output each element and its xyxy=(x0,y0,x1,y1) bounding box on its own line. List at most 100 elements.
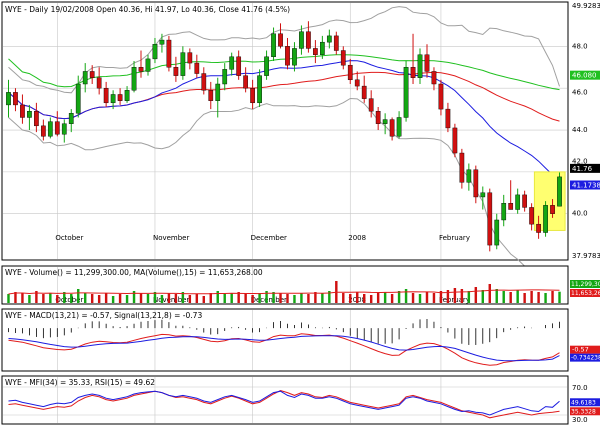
candle-up xyxy=(299,31,304,49)
candle-down xyxy=(473,169,479,198)
volume-x-tick-label: December xyxy=(251,296,287,304)
macd-signal-line xyxy=(8,335,560,362)
rsi-y-tick-label: 30.0 xyxy=(572,416,588,424)
candle-down xyxy=(41,125,46,137)
candle-down xyxy=(20,104,25,118)
macd-panel: WYE - MACD(13,21) = -0.57, Signal(13,21,… xyxy=(1,308,600,372)
volume-x-tick-label: October xyxy=(55,296,83,304)
candle-down xyxy=(459,152,465,183)
candle-down xyxy=(166,39,172,68)
volume-ma-line xyxy=(8,289,560,295)
macd-panel-frame xyxy=(1,308,569,372)
volume-axis-tag xyxy=(570,289,600,297)
rsi-lines xyxy=(8,389,560,419)
candle-up xyxy=(417,54,423,78)
price-y-tick-label: 41.76 xyxy=(572,165,593,173)
candle-up xyxy=(257,75,262,104)
price-x-labels: October November December 2008 February xyxy=(55,234,470,242)
rsi-axis-tag xyxy=(570,398,600,407)
candle-up xyxy=(6,92,11,106)
candle-up xyxy=(229,56,235,70)
price-y-tick-label: 44.0 xyxy=(572,126,588,134)
candle-down xyxy=(354,79,360,87)
candle-down xyxy=(445,108,451,129)
candle-down xyxy=(34,110,39,127)
candle-up xyxy=(320,41,325,55)
price-y-labels: 49.9283 48.0 46.080 46.0 44.0 42.041.76 41.173… xyxy=(570,2,600,260)
macd-line xyxy=(8,333,560,366)
rsi-title: WYE - MFI(34) = 35.33, RSI(15) = 49.62 xyxy=(5,378,155,387)
rsi-y-tick-label: 49.6183 xyxy=(571,399,596,406)
volume-axis-tag xyxy=(570,280,600,288)
ma-long-line xyxy=(8,54,560,91)
rsi-panel: WYE - MFI(34) = 35.33, RSI(15) = 49.62 7… xyxy=(1,375,600,425)
candle-down xyxy=(431,71,437,85)
candle-up xyxy=(543,205,548,233)
candle-down xyxy=(522,194,527,208)
candle-up xyxy=(515,194,521,210)
candle-down xyxy=(340,50,346,66)
volume-y-tick-label: 11,299,300 xyxy=(571,281,600,288)
candle-up xyxy=(264,56,269,76)
candle-down xyxy=(529,207,534,225)
candle-up xyxy=(61,123,67,135)
price-axis-tag xyxy=(570,163,600,173)
candle-down xyxy=(117,94,123,101)
candle-up xyxy=(501,203,507,221)
candle-down xyxy=(103,87,109,104)
candle-down xyxy=(54,121,60,135)
candle-down xyxy=(410,67,416,78)
candle-down xyxy=(550,205,555,214)
price-y-tick-label: 42.0 xyxy=(572,157,588,165)
volume-y-labels: 11,299,300 11,653,268 xyxy=(570,280,600,297)
candle-up xyxy=(131,67,137,91)
candle-down xyxy=(333,35,339,51)
candle-up xyxy=(480,192,486,198)
candle-up xyxy=(557,176,562,207)
price-panel: WYE - Daily 19/02/2008 Open 40.36, Hi 41… xyxy=(1,1,600,285)
candle-up xyxy=(47,121,53,137)
price-x-tick-label: November xyxy=(153,234,190,242)
volume-panel: WYE - Volume() = 11,299,300.00, MA(Volum… xyxy=(1,265,600,305)
rsi-axis-tag xyxy=(570,407,600,416)
price-axis-tag xyxy=(570,70,600,80)
candle-down xyxy=(361,85,367,99)
price-y-tick-label: 40.0 xyxy=(572,210,588,218)
candle-up xyxy=(215,83,221,101)
volume-y-tick-label: 11,653,268 xyxy=(571,290,600,297)
candle-up xyxy=(180,52,186,76)
price-title: WYE - Daily 19/02/2008 Open 40.36, Hi 41… xyxy=(5,5,290,14)
candle-down xyxy=(236,56,242,76)
volume-x-tick-label: November xyxy=(153,296,190,304)
candle-up xyxy=(292,48,297,66)
candle-down xyxy=(487,192,493,246)
candle-up xyxy=(222,69,228,85)
volume-bars xyxy=(7,281,561,303)
price-axis-tag xyxy=(570,180,600,190)
candle-down xyxy=(194,62,200,74)
candle-up xyxy=(326,35,332,43)
price-y-tick-label: 46.0 xyxy=(572,88,588,96)
candle-up xyxy=(27,110,32,118)
price-x-tick-label: October xyxy=(55,234,83,242)
candle-up xyxy=(75,83,81,114)
candle-down xyxy=(452,127,458,154)
candle-up xyxy=(68,113,74,124)
candle-down xyxy=(368,98,374,112)
candle-up xyxy=(124,90,130,101)
macd-y-tick-label: -0.734238 xyxy=(571,355,600,362)
candle-down xyxy=(313,48,318,55)
candle-down xyxy=(138,67,144,72)
candle-up xyxy=(396,117,402,137)
candle-down xyxy=(250,87,255,104)
macd-title: WYE - MACD(13,21) = -0.57, Signal(13,21,… xyxy=(5,311,202,320)
price-y-tick-label: 41.1738 xyxy=(572,182,600,190)
candle-up xyxy=(382,119,388,124)
candle-down xyxy=(347,64,353,81)
candle-down xyxy=(89,71,95,78)
rsi-y-tick-label: 35.3328 xyxy=(571,408,596,415)
candle-down xyxy=(306,31,311,49)
price-x-tick-label: December xyxy=(251,234,287,242)
macd-axis-tag xyxy=(570,345,600,354)
candle-down xyxy=(424,54,430,72)
